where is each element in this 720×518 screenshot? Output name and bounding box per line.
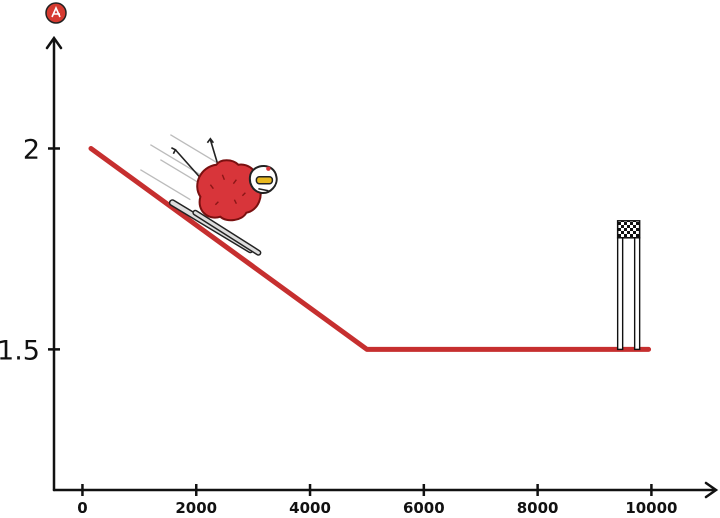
y-tick-label: 1.5 <box>0 335 40 366</box>
x-tick-label: 0 <box>77 499 87 517</box>
x-tick-label: 10000 <box>625 499 677 517</box>
x-tick-label: 8000 <box>517 499 559 517</box>
y-ticks: 1.52 <box>0 134 60 366</box>
x-tick-label: 2000 <box>175 499 217 517</box>
series-line-slope <box>91 148 649 349</box>
finish-post <box>618 238 623 350</box>
y-tick-label: 2 <box>23 134 40 165</box>
finish-post <box>635 238 640 350</box>
finish-banner <box>618 221 640 238</box>
checkered-finish-gate-icon <box>618 221 640 350</box>
x-tick-label: 4000 <box>289 499 331 517</box>
red-circle-logo-icon <box>46 3 66 23</box>
x-tick-label: 6000 <box>403 499 445 517</box>
axes <box>47 38 716 497</box>
